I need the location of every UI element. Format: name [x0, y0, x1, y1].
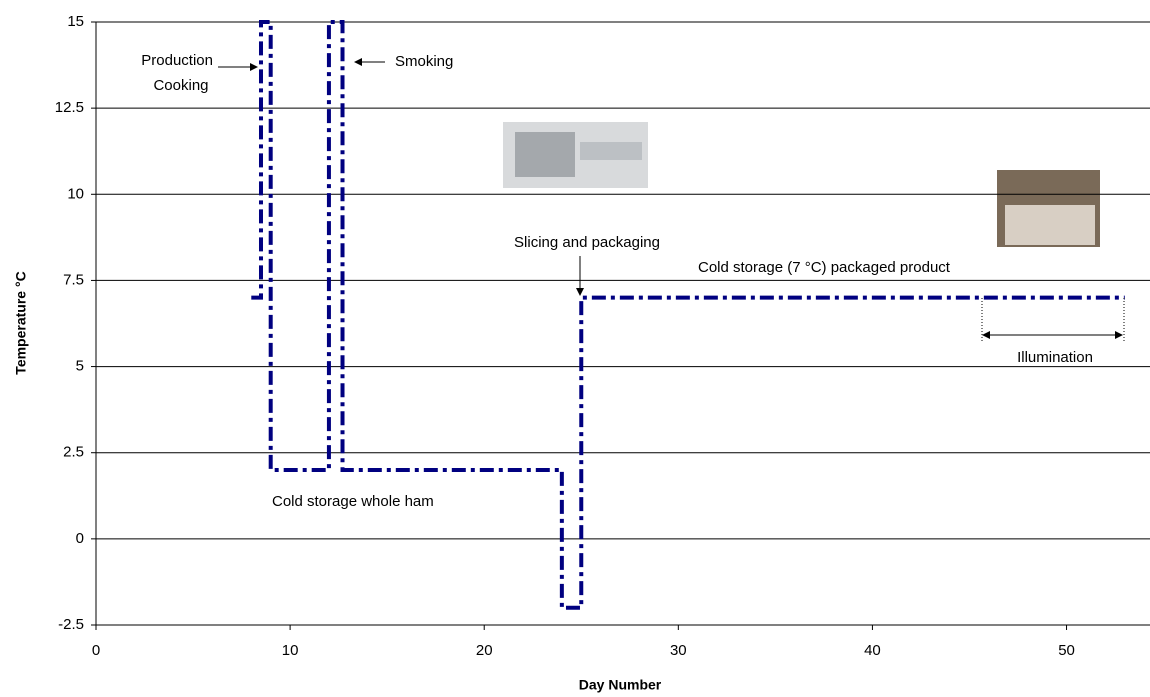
x-tick-label: 20: [476, 642, 493, 659]
x-axis-title: Day Number: [579, 677, 662, 693]
annotation: Smoking: [395, 53, 453, 70]
x-tick-label: 0: [92, 642, 100, 659]
y-tick-label: 10: [67, 185, 84, 202]
annotation: Cold storage (7 °C) packaged product: [698, 259, 951, 276]
annotation: Slicing and packaging: [514, 234, 660, 251]
annotation: Cold storage whole ham: [272, 493, 434, 510]
y-tick-label: 15: [67, 13, 84, 30]
y-tick-label: 5: [76, 358, 84, 375]
annotation: Illumination: [1017, 349, 1093, 366]
y-tick-label: 12.5: [55, 99, 84, 116]
annotation: Cooking: [153, 77, 208, 94]
photo-slicer: [503, 122, 648, 188]
series-line: [251, 20, 1125, 610]
y-axis-title: Temperature °C: [13, 271, 29, 374]
y-tick-label: 7.5: [63, 271, 84, 288]
photo-display: [997, 170, 1100, 247]
x-tick-label: 40: [864, 642, 881, 659]
y-tick-label: -2.5: [58, 616, 84, 633]
annotation: Production: [141, 52, 213, 69]
y-tick-label: 2.5: [63, 444, 84, 461]
y-tick-label: 0: [76, 530, 84, 547]
x-tick-label: 30: [670, 642, 687, 659]
x-tick-label: 50: [1058, 642, 1075, 659]
x-tick-label: 10: [282, 642, 299, 659]
